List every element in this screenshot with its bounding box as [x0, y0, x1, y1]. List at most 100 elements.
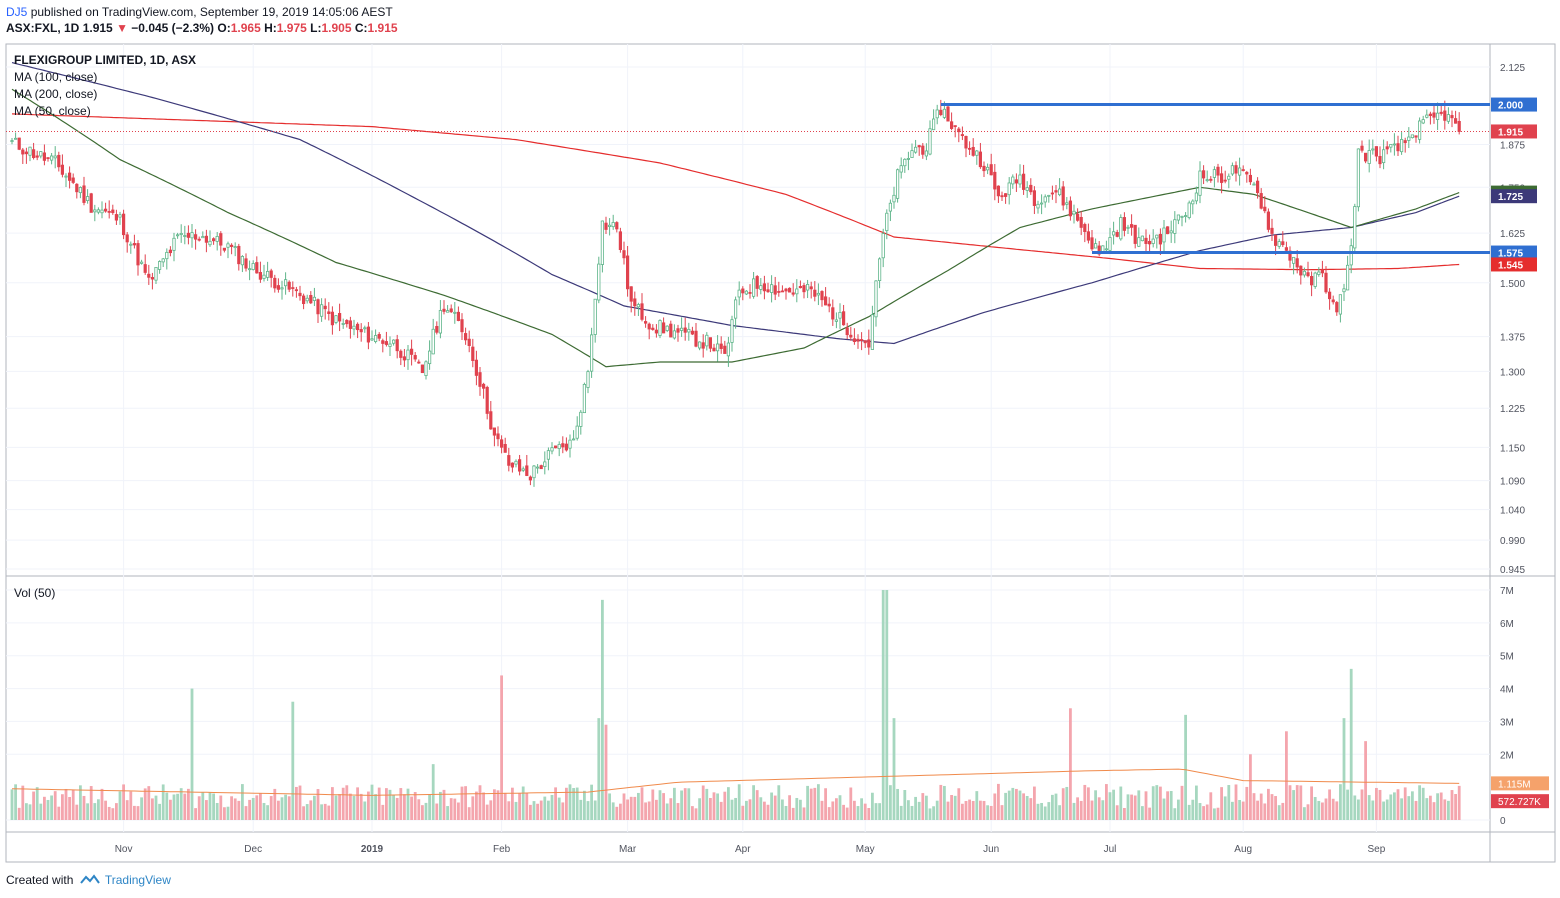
- volume-bar: [485, 804, 489, 820]
- volume-bar: [1227, 785, 1231, 820]
- volume-bar: [1011, 787, 1015, 820]
- candle: [60, 154, 65, 178]
- volume-bar: [1360, 789, 1364, 820]
- candle: [251, 260, 255, 271]
- candle: [453, 301, 457, 324]
- author-link[interactable]: DJ5: [6, 5, 28, 19]
- candle: [946, 104, 950, 122]
- candle-body: [431, 328, 435, 355]
- candle: [1130, 214, 1134, 236]
- candle-body: [755, 276, 759, 289]
- candle-body: [636, 304, 641, 308]
- volume-bar: [532, 801, 536, 820]
- volume-bar: [1209, 792, 1213, 820]
- volume-bar: [1450, 790, 1454, 820]
- open-value: 1.965: [230, 21, 261, 35]
- candle-body: [978, 151, 983, 168]
- volume-bar: [1126, 794, 1130, 820]
- volume-bar: [1069, 708, 1072, 820]
- candle-body: [669, 323, 673, 338]
- candle: [957, 126, 961, 143]
- candle-body: [885, 212, 889, 232]
- volume-bar: [878, 803, 881, 820]
- candle: [435, 321, 439, 335]
- volume-bar: [932, 806, 935, 820]
- candle: [165, 248, 169, 270]
- candle-body: [1126, 226, 1130, 229]
- candle-body: [82, 185, 86, 203]
- candle-body: [312, 296, 317, 301]
- candle-body: [896, 169, 900, 199]
- candle: [438, 300, 443, 339]
- candle-body: [86, 196, 90, 201]
- volume-bar: [755, 790, 759, 820]
- volume-bar: [806, 785, 809, 820]
- volume-bar: [791, 807, 795, 820]
- volume-bar: [1331, 798, 1335, 820]
- candle: [845, 322, 849, 340]
- candle: [1284, 241, 1288, 253]
- candle: [1223, 170, 1227, 184]
- volume-bar: [907, 800, 910, 820]
- volume-bar: [1306, 804, 1310, 820]
- candle: [870, 305, 875, 350]
- volume-bar: [327, 805, 331, 820]
- candle: [39, 151, 43, 159]
- candle-body: [222, 247, 226, 251]
- candle-body: [438, 310, 443, 334]
- candle-body: [305, 297, 309, 302]
- volume-bar: [1087, 787, 1090, 820]
- candle-body: [229, 244, 234, 247]
- candle-body: [1137, 237, 1141, 247]
- candle: [1313, 271, 1317, 289]
- candle-body: [1349, 245, 1353, 266]
- candle: [17, 137, 21, 151]
- candle: [1205, 170, 1209, 183]
- candle: [568, 434, 572, 458]
- volume-bar: [1166, 791, 1169, 820]
- candle: [1396, 135, 1400, 156]
- volume-bar: [597, 718, 601, 820]
- candle: [240, 255, 244, 273]
- volume-bar: [1411, 791, 1414, 820]
- candle-body: [377, 334, 381, 339]
- volume-bar: [507, 801, 511, 820]
- footer: Created with TradingView: [6, 873, 171, 888]
- candle: [1346, 255, 1350, 291]
- tradingview-link[interactable]: TradingView: [104, 873, 171, 887]
- candle-body: [1151, 238, 1155, 244]
- volume-bar: [680, 790, 683, 820]
- volume-bar: [208, 792, 212, 820]
- candle-body: [13, 137, 18, 140]
- volume-bar: [298, 785, 302, 820]
- volume-bar: [892, 718, 896, 820]
- volume-bar: [39, 803, 43, 820]
- candle: [42, 144, 47, 166]
- candle-body: [712, 347, 716, 352]
- volume-bar: [136, 806, 140, 820]
- candle-body: [593, 298, 597, 335]
- candle-body: [1054, 190, 1058, 193]
- candle: [334, 315, 338, 325]
- volume-bar: [1321, 802, 1324, 820]
- volume-bar: [165, 792, 169, 820]
- candle-body: [1083, 224, 1087, 233]
- candle: [741, 286, 745, 301]
- volume-bar: [1252, 793, 1256, 820]
- price-tick-label: 1.090: [1500, 477, 1525, 488]
- candle-body: [1180, 215, 1184, 218]
- candle: [874, 280, 878, 327]
- candle-body: [1169, 230, 1173, 234]
- candle-body: [942, 108, 947, 118]
- volume-bar: [1213, 808, 1216, 820]
- candle-body: [878, 258, 882, 281]
- volume-bar: [802, 807, 806, 820]
- volume-bar: [233, 798, 237, 820]
- candle: [1029, 178, 1033, 195]
- candle: [503, 437, 507, 453]
- volume-bar: [640, 787, 644, 820]
- volume-bar: [1159, 786, 1162, 820]
- candle-body: [129, 243, 133, 246]
- candle-body: [658, 320, 662, 336]
